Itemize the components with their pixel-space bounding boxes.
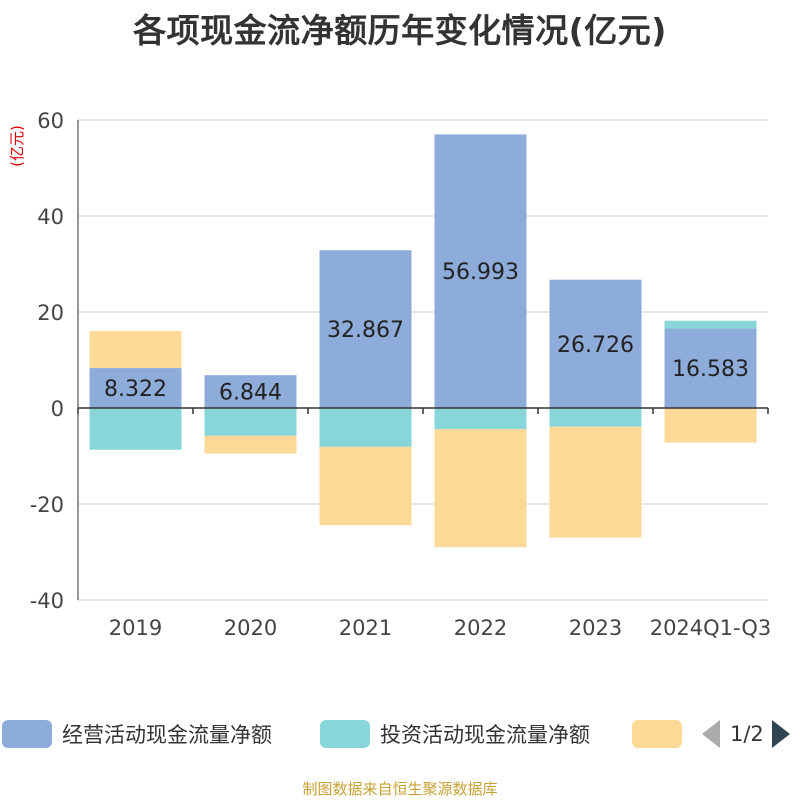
bar-2019-series-0 <box>89 368 182 408</box>
pager-prev-icon[interactable] <box>702 720 720 748</box>
legend-item-financing[interactable] <box>632 718 682 750</box>
pager-text: 1/2 <box>730 722 764 746</box>
pager-next-icon[interactable] <box>771 720 790 748</box>
bar-2021-series-1 <box>319 408 412 447</box>
data-label-2022: 56.993 <box>442 260 519 285</box>
bar-2024Q1-Q3-series-0 <box>664 328 757 408</box>
bar-2024Q1-Q3-series-1 <box>664 320 757 329</box>
bar-2023-series-1 <box>549 408 642 427</box>
x-tick-label-2022: 2022 <box>454 616 507 640</box>
legend-item-investing[interactable]: 投资活动现金流量净额 <box>320 718 590 750</box>
y-tick-label: 60 <box>37 109 64 133</box>
source-note: 制图数据来自恒生聚源数据库 <box>302 780 498 798</box>
bar-2021-series-0 <box>319 250 412 408</box>
bar-2022-series-1 <box>434 408 527 430</box>
bar-2020-series-1 <box>204 408 297 436</box>
data-label-2020: 6.844 <box>219 381 282 406</box>
y-tick-label: 40 <box>37 205 64 229</box>
y-tick-label: 20 <box>37 301 64 325</box>
y-tick-label: 0 <box>51 397 64 421</box>
x-tick-label-2020: 2020 <box>224 616 277 640</box>
bar-2019-series-2 <box>89 331 182 369</box>
bar-2020-series-2 <box>204 435 297 454</box>
data-label-2023: 26.726 <box>557 333 634 358</box>
y-tick-label: -40 <box>30 589 64 613</box>
bar-2024Q1-Q3-series-2 <box>664 408 757 443</box>
legend-pager: 1/2 <box>700 718 800 750</box>
y-axis-label: (亿元) <box>8 125 26 167</box>
legend-swatch-investing <box>320 720 370 748</box>
data-label-2021: 32.867 <box>327 318 404 343</box>
x-tick-label-2019: 2019 <box>109 616 162 640</box>
y-tick-label: -20 <box>30 493 64 517</box>
x-tick-label-2021: 2021 <box>339 616 392 640</box>
bar-2023-series-0 <box>549 279 642 408</box>
legend-label-investing: 投资活动现金流量净额 <box>380 723 590 747</box>
data-label-2024Q1-Q3: 16.583 <box>672 357 749 382</box>
bar-2019-series-1 <box>89 408 182 450</box>
chart-title: 各项现金流净额历年变化情况(亿元) <box>133 11 667 50</box>
bar-2022-series-0 <box>434 134 527 408</box>
data-label-2019: 8.322 <box>104 377 167 402</box>
bar-2022-series-2 <box>434 429 527 548</box>
bar-2023-series-2 <box>549 426 642 538</box>
bar-2021-series-2 <box>319 446 412 526</box>
legend-swatch-financing <box>632 720 682 748</box>
legend-item-operating[interactable]: 经营活动现金流量净额 <box>2 718 272 750</box>
bar-2020-series-0 <box>204 375 297 408</box>
legend-label-operating: 经营活动现金流量净额 <box>62 723 272 747</box>
x-tick-label-2023: 2023 <box>569 616 622 640</box>
x-tick-label-2024Q1-Q3: 2024Q1-Q3 <box>650 616 772 640</box>
legend-swatch-operating <box>2 720 52 748</box>
